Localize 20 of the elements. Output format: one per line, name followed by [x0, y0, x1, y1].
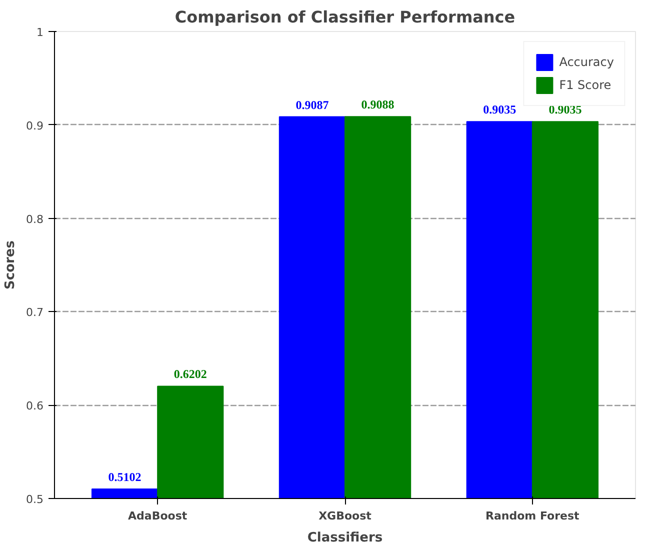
chart-title: Comparison of Classifier Performance [174, 8, 516, 26]
data-label: 0.5102 [108, 470, 142, 484]
data-label: 0.9087 [296, 98, 329, 112]
x-tick-label: Random Forest [486, 510, 580, 522]
x-tick-label: XGBoost [318, 510, 372, 522]
y-tick-label: 0.5 [26, 493, 44, 506]
legend-label: F1 Score [559, 78, 612, 92]
x-tick-label: AdaBoost [128, 510, 188, 522]
y-tick-label: 1 [36, 26, 44, 39]
data-label: 0.9035 [548, 102, 582, 117]
data-label: 0.9088 [361, 98, 394, 112]
y-tick-label: 0.6 [26, 400, 44, 413]
data-label: 0.6202 [174, 367, 207, 382]
legend-label: Accuracy [559, 55, 614, 69]
data-label: 0.9035 [483, 102, 516, 117]
y-axis-title: Scores [3, 240, 18, 290]
y-tick-label: 0.7 [26, 306, 44, 320]
y-tick-label: 0.8 [26, 212, 44, 226]
y-tick-label: 0.9 [26, 119, 44, 132]
x-axis-title: Classifiers [307, 530, 383, 546]
